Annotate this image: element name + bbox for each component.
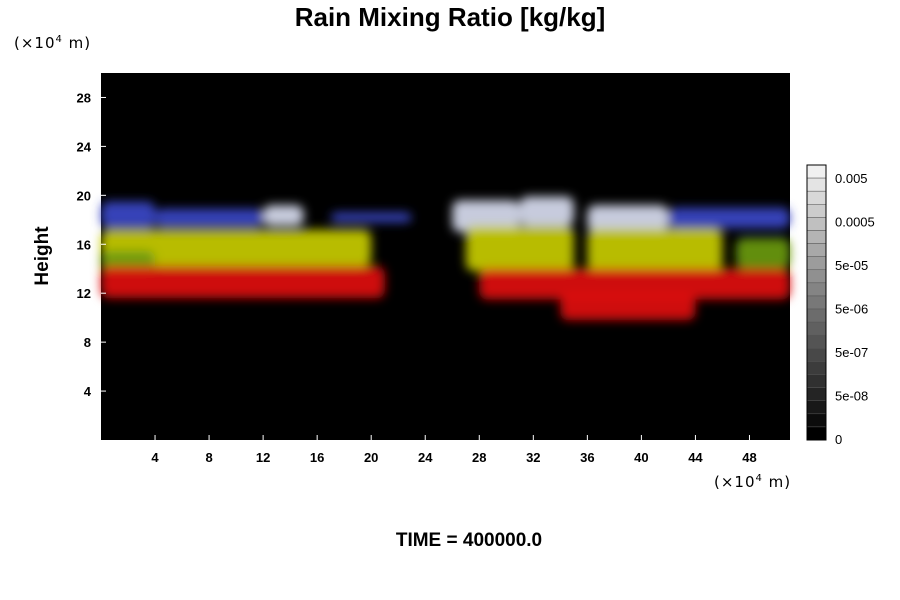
- heatmap-cell: [587, 228, 723, 272]
- colorbar-level: [806, 217, 827, 231]
- x-unit-exp: 4: [755, 473, 763, 484]
- x-tick-label: 36: [580, 450, 594, 465]
- colorbar-level: [806, 295, 827, 310]
- colorbar-level: [806, 348, 827, 362]
- colorbar-level: [806, 426, 827, 441]
- x-tick-label: 24: [418, 450, 433, 465]
- colorbar-frame: [806, 164, 827, 441]
- heatmap-cell: [668, 207, 790, 229]
- colorbar-level: [806, 256, 827, 271]
- heatmap-cell: [519, 196, 574, 226]
- time-label: TIME = 400000.0: [395, 530, 543, 551]
- colorbar-level: [806, 308, 827, 323]
- y-tick-label: 4: [84, 384, 92, 399]
- y-tick-label: 12: [77, 286, 91, 301]
- colorbar-label: 0.0005: [835, 215, 875, 230]
- y-tick-label: 28: [77, 90, 91, 105]
- colorbar-label: 5e-08: [835, 389, 868, 404]
- y-unit-suffix: m): [62, 34, 92, 52]
- colorbar-level: [806, 230, 827, 244]
- colorbar-label: 0.005: [835, 171, 868, 186]
- x-tick-label: 16: [310, 450, 324, 465]
- colorbar-level: [806, 190, 827, 205]
- colorbar-level: [806, 269, 827, 284]
- heatmap-cell: [101, 229, 372, 267]
- x-tick-label: 44: [688, 450, 703, 465]
- colorbar-label: 5e-05: [835, 258, 868, 273]
- heatmap-cells: [101, 196, 790, 321]
- chart-title: Rain Mixing Ratio [kg/kg]: [294, 2, 606, 32]
- colorbar-label: 0: [835, 432, 842, 447]
- heatmap-cell: [560, 293, 696, 321]
- heatmap-cell: [101, 201, 156, 229]
- colorbar-label: 5e-06: [835, 302, 868, 317]
- x-tick-label: 28: [472, 450, 486, 465]
- x-tick-label: 4: [151, 450, 159, 465]
- y-unit-exp: 4: [55, 34, 63, 45]
- colorbar-level: [806, 282, 827, 297]
- x-unit-suffix: m): [762, 473, 792, 491]
- heatmap-cell: [452, 200, 520, 233]
- colorbar-level: [806, 177, 827, 192]
- x-axis-unit: (×104 m): [714, 473, 791, 491]
- y-tick-label: 24: [77, 139, 92, 154]
- heatmap-cell: [101, 266, 385, 299]
- heatmap-cell: [479, 268, 790, 300]
- colorbar: 0.005 0.0005 5e-05 5e-06 5e-07 5e-08 0: [806, 164, 875, 447]
- colorbar-level: [806, 334, 827, 349]
- heatmap-cell: [330, 212, 412, 223]
- y-unit-prefix: (×10: [14, 34, 56, 52]
- heatmap-cell: [263, 205, 304, 226]
- colorbar-level: [806, 321, 827, 336]
- colorbar-level: [806, 243, 827, 257]
- y-tick-label: 20: [77, 188, 91, 203]
- x-tick-label: 40: [634, 450, 648, 465]
- x-tick-label: 48: [742, 450, 756, 465]
- colorbar-level: [806, 361, 827, 375]
- colorbar-level: [806, 164, 827, 179]
- x-tick-label: 8: [205, 450, 212, 465]
- y-tick-label: 8: [84, 335, 91, 350]
- y-axis-unit: (×104 m): [14, 34, 91, 52]
- colorbar-level: [806, 374, 827, 388]
- heatmap-cell: [735, 238, 790, 269]
- colorbar-level: [806, 413, 827, 428]
- colorbar-level: [806, 387, 827, 401]
- x-axis-ticks: 4 8 12 16 20 24 28 32 36 40 44 48: [151, 435, 757, 465]
- colorbar-level: [806, 204, 827, 218]
- x-unit-prefix: (×10: [714, 473, 756, 491]
- heatmap-cell: [465, 225, 574, 272]
- x-tick-label: 20: [364, 450, 378, 465]
- colorbar-level: [806, 400, 827, 415]
- y-tick-label: 16: [77, 237, 91, 252]
- y-axis-ticks: 4 8 12 16 20 24 28: [77, 90, 106, 399]
- heatmap-cell: [587, 205, 669, 233]
- colorbar-label: 5e-07: [835, 345, 868, 360]
- x-tick-label: 32: [526, 450, 540, 465]
- heatmap-cell: [155, 208, 264, 228]
- x-tick-label: 12: [256, 450, 270, 465]
